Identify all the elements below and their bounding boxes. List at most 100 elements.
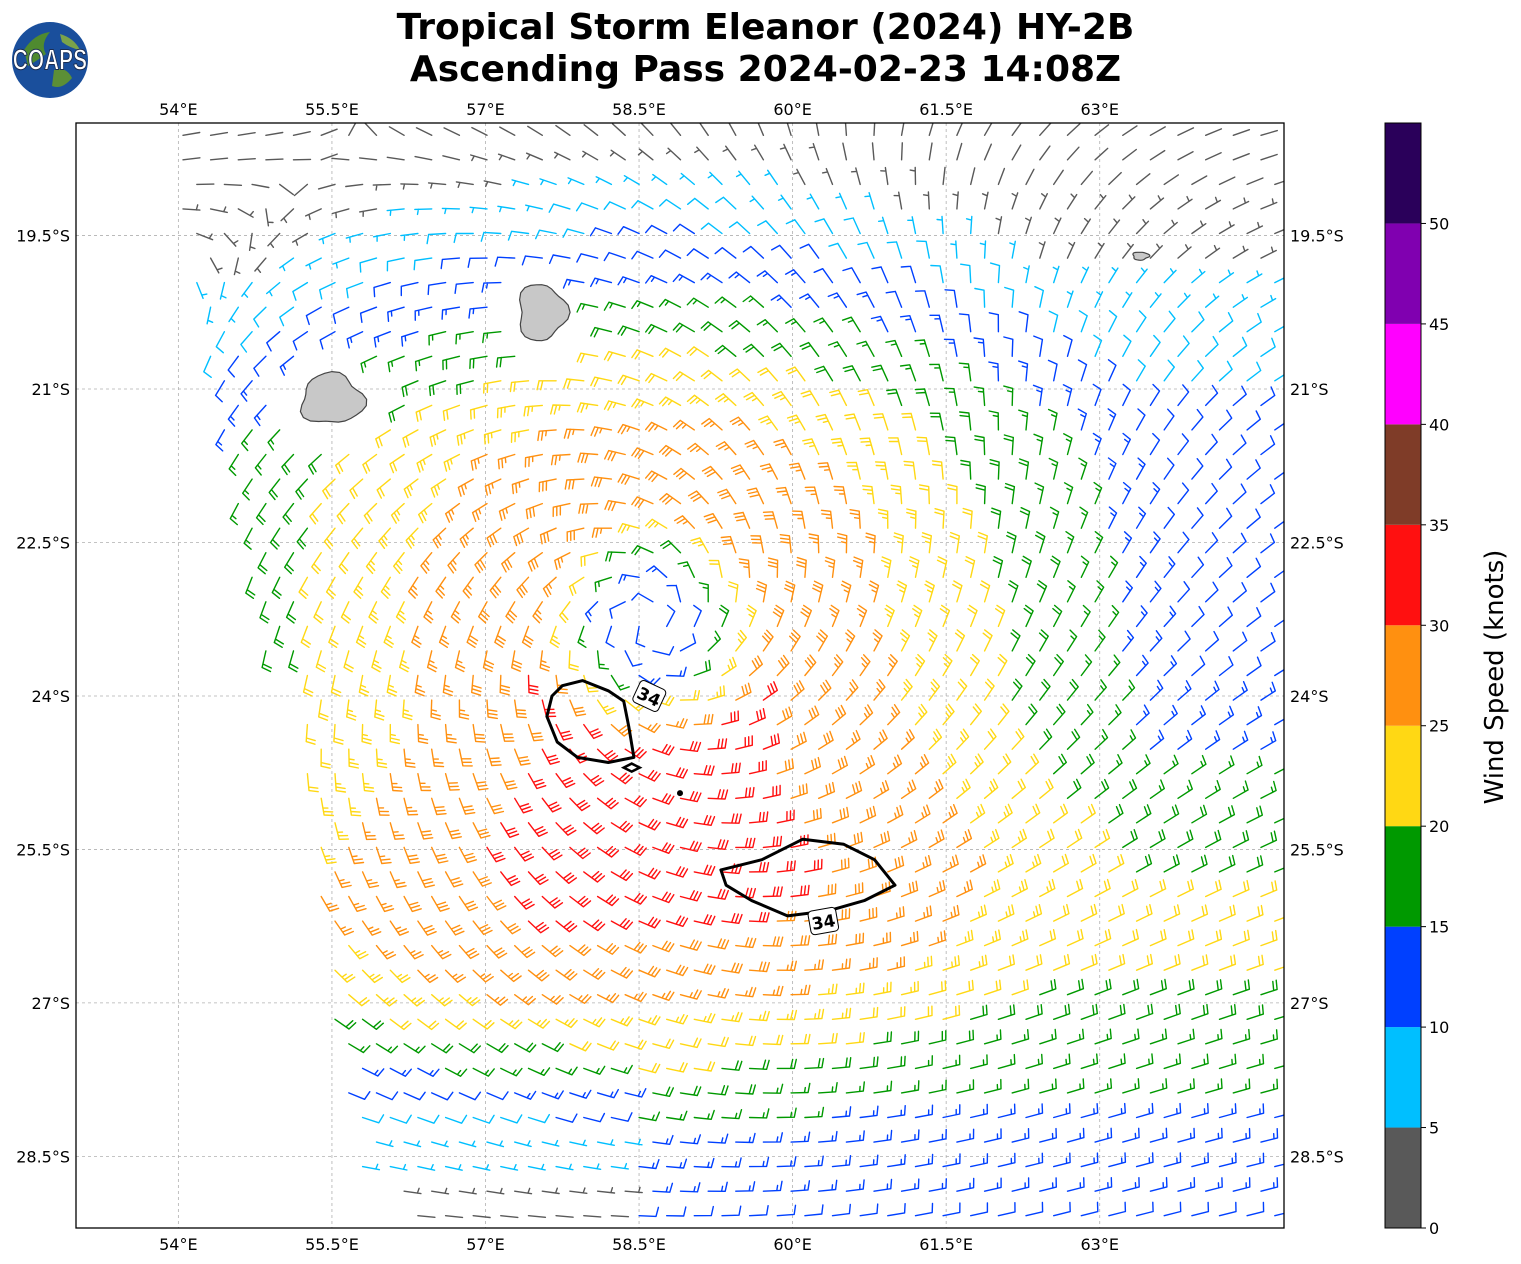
wind-barb bbox=[603, 251, 626, 262]
wind-barb bbox=[717, 488, 737, 505]
wind-barb bbox=[320, 748, 331, 769]
wind-barb bbox=[550, 404, 571, 415]
wind-barb bbox=[1232, 1127, 1251, 1143]
wind-barb bbox=[748, 1205, 769, 1217]
wind-barb bbox=[569, 1139, 588, 1147]
wind-barb bbox=[707, 839, 729, 850]
wind-barb bbox=[956, 879, 973, 898]
wind-barb bbox=[1011, 1177, 1030, 1192]
wind-barb bbox=[245, 576, 256, 599]
wind-barb bbox=[1232, 1028, 1251, 1045]
wind-barb bbox=[610, 1215, 630, 1218]
wind-barb bbox=[1163, 1152, 1182, 1168]
wind-barb bbox=[693, 1061, 716, 1072]
wind-barb bbox=[1177, 384, 1190, 407]
wind-barb bbox=[1163, 506, 1175, 529]
wind-barb bbox=[318, 232, 336, 245]
wind-barb bbox=[871, 266, 889, 284]
wind-barb bbox=[472, 822, 491, 839]
wind-barb bbox=[203, 355, 212, 378]
wind-barb bbox=[527, 1018, 551, 1029]
wind-barb bbox=[583, 822, 605, 835]
wind-barb bbox=[442, 404, 461, 421]
wind-barb bbox=[500, 773, 518, 790]
wind-barb bbox=[1205, 829, 1222, 849]
wind-barb bbox=[900, 930, 919, 947]
x-tick-label: 57°E bbox=[466, 1235, 504, 1254]
wind-barb bbox=[562, 278, 585, 289]
wind-barb bbox=[248, 232, 256, 251]
wind-barb bbox=[679, 1134, 701, 1145]
wind-barb bbox=[411, 625, 422, 648]
wind-barb bbox=[1094, 1127, 1113, 1143]
wind-barb bbox=[707, 1181, 728, 1192]
wind-barb bbox=[1039, 1028, 1057, 1045]
wind-barb bbox=[885, 339, 903, 357]
wind-barb bbox=[930, 264, 944, 284]
wind-barb bbox=[887, 1203, 906, 1217]
wind-barb bbox=[1135, 953, 1153, 971]
wind-barb bbox=[1232, 483, 1247, 505]
wind-barb bbox=[679, 172, 695, 186]
wind-barb bbox=[746, 487, 765, 505]
wind-barb bbox=[762, 629, 774, 652]
wind-barb bbox=[482, 331, 502, 344]
wind-barb bbox=[666, 767, 688, 779]
wind-barb bbox=[777, 194, 792, 210]
x-tick-label: 63°E bbox=[1080, 100, 1118, 119]
wind-barb bbox=[914, 703, 928, 726]
wind-barb bbox=[750, 535, 765, 554]
wind-barb bbox=[417, 920, 437, 936]
wind-barb bbox=[849, 509, 861, 529]
wind-barb bbox=[631, 496, 654, 508]
wind-barb bbox=[762, 936, 784, 947]
wind-barb bbox=[939, 604, 951, 628]
wind-barb bbox=[997, 703, 1010, 726]
wind-barb bbox=[1108, 1053, 1126, 1070]
wind-barb bbox=[563, 378, 585, 389]
wind-barb bbox=[758, 415, 778, 431]
wind-barb bbox=[373, 281, 391, 298]
wind-barb bbox=[318, 699, 329, 721]
wind-barb bbox=[845, 679, 859, 701]
wind-barb bbox=[1205, 581, 1219, 603]
wind-barb bbox=[569, 1041, 592, 1052]
wind-barb bbox=[389, 723, 400, 745]
wind-barb bbox=[495, 355, 516, 368]
wind-barb bbox=[845, 982, 865, 996]
wind-barb bbox=[859, 704, 874, 726]
wind-barb bbox=[694, 146, 709, 161]
wind-barb bbox=[1122, 1127, 1140, 1143]
wind-barb bbox=[1135, 310, 1147, 333]
wind-barb bbox=[707, 988, 730, 999]
wind-barb bbox=[325, 576, 336, 599]
wind-barb bbox=[1025, 703, 1038, 726]
wind-barb bbox=[914, 1202, 934, 1217]
wind-barb bbox=[881, 556, 892, 578]
wind-barb bbox=[1080, 1152, 1099, 1168]
wind-barb bbox=[983, 828, 1000, 849]
wind-barb bbox=[936, 215, 944, 235]
wind-barb bbox=[444, 969, 467, 983]
wind-barb bbox=[714, 344, 737, 357]
wind-barb bbox=[328, 625, 339, 648]
wind-barb bbox=[417, 822, 434, 840]
wind-barb bbox=[652, 743, 675, 756]
wind-barb bbox=[956, 678, 968, 701]
wind-barb bbox=[964, 556, 976, 578]
wind-barb bbox=[983, 1029, 1002, 1045]
wind-barb bbox=[686, 248, 709, 259]
wind-barb bbox=[1177, 151, 1194, 161]
wind-barb bbox=[707, 1036, 729, 1048]
wind-barb bbox=[428, 331, 447, 346]
wind-barb bbox=[666, 964, 689, 977]
x-ticks-top: 54°E 55.5°E 57°E 58.5°E 60°E 61.5°E 63°E bbox=[159, 100, 1119, 119]
wind-barb bbox=[401, 380, 419, 398]
wind-barb bbox=[942, 854, 959, 873]
wind-barb bbox=[714, 247, 737, 259]
wind-barb bbox=[223, 183, 243, 186]
wind-barb bbox=[1177, 829, 1194, 849]
wind-barb bbox=[827, 341, 848, 357]
wind-barb bbox=[1205, 730, 1221, 750]
wind-barb bbox=[389, 773, 403, 792]
